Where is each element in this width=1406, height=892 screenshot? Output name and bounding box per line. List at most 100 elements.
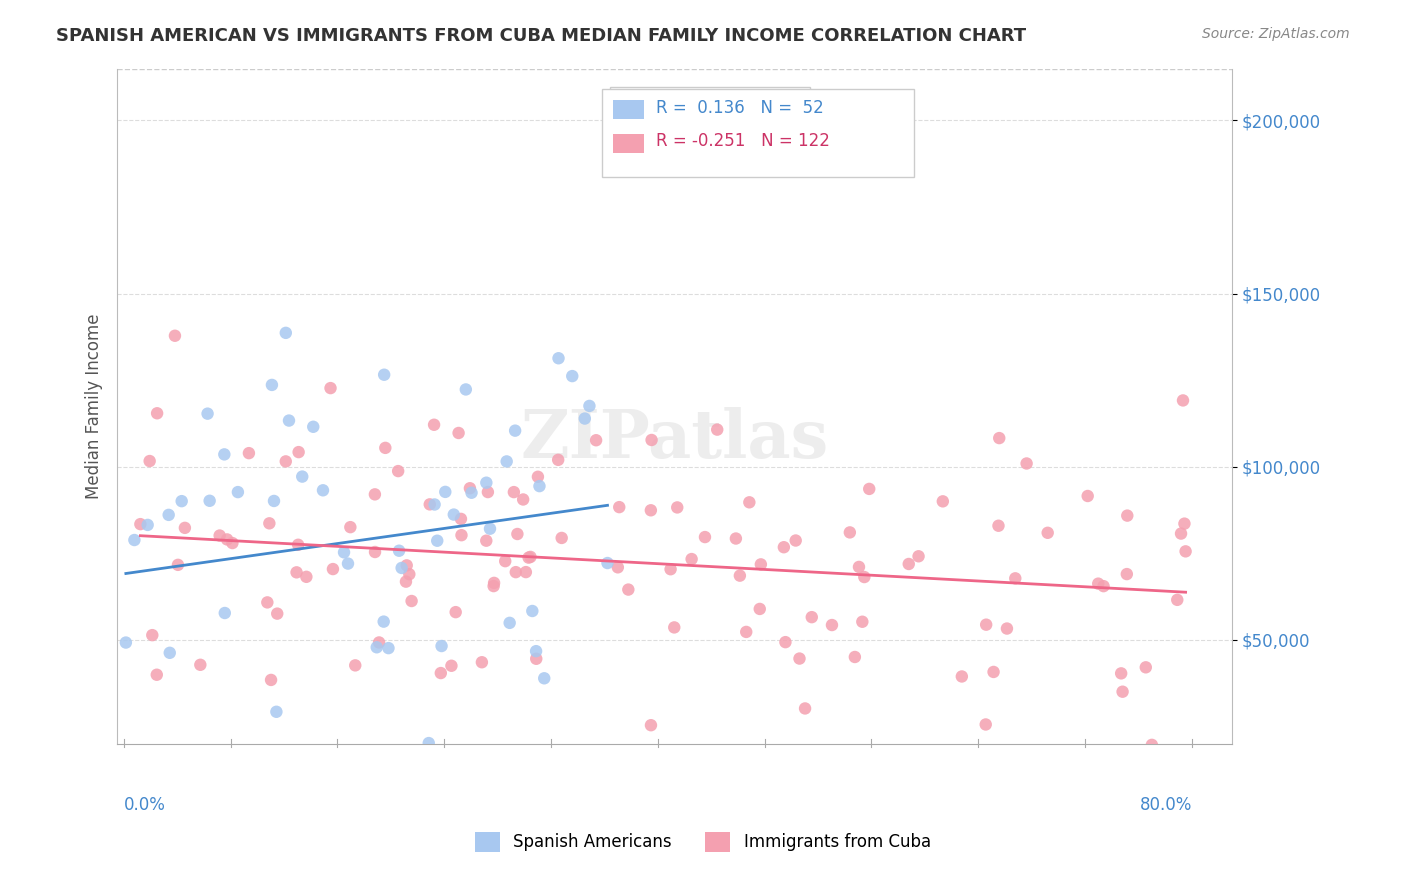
Point (498, 615, 520, 630)
Point (373, 615, 395, 629)
Point (319, 381, 342, 395)
Point (519, 549, 541, 564)
Point (907, 549, 929, 564)
Point (418, 736, 440, 750)
Point (208, 528, 231, 542)
Point (517, 550, 540, 565)
Point (503, 424, 526, 438)
Point (640, 718, 662, 732)
Point (1116, 508, 1139, 523)
Point (447, 425, 470, 440)
Point (458, 481, 481, 495)
Text: R =  0.136   N =  52: R = 0.136 N = 52 (655, 99, 824, 117)
Point (260, 378, 283, 392)
Point (574, 411, 596, 425)
Point (492, 756, 515, 771)
Point (260, 673, 283, 687)
Point (983, 665, 1005, 679)
Point (547, 351, 569, 366)
Text: 80.0%: 80.0% (1139, 796, 1192, 814)
Point (115, 635, 138, 649)
Point (364, 487, 387, 501)
Point (494, 554, 516, 568)
Point (1036, 525, 1059, 540)
Bar (613, 134, 644, 153)
Point (728, 568, 751, 582)
Point (401, 594, 423, 608)
Point (482, 575, 505, 590)
Point (706, 423, 728, 437)
Point (522, 604, 544, 618)
Point (529, 479, 551, 493)
Point (170, 494, 193, 508)
Point (844, 650, 866, 665)
Point (794, 701, 817, 715)
Point (163, 328, 186, 343)
Point (1109, 666, 1132, 681)
Point (506, 527, 529, 541)
Legend: Spanish Americans, Immigrants from Cuba: Spanish Americans, Immigrants from Cuba (470, 827, 936, 857)
Point (475, 475, 498, 490)
Point (748, 602, 770, 616)
Point (974, 617, 997, 632)
Text: R = -0.251   N = 122: R = -0.251 N = 122 (655, 132, 830, 151)
Point (988, 431, 1011, 445)
Point (858, 482, 880, 496)
Point (724, 532, 747, 546)
Point (419, 497, 441, 511)
Point (278, 413, 301, 427)
FancyBboxPatch shape (602, 89, 914, 177)
Point (749, 558, 772, 572)
Point (136, 517, 159, 532)
Point (214, 606, 236, 620)
Point (550, 531, 572, 545)
Point (502, 485, 524, 500)
Point (995, 622, 1018, 636)
Point (391, 561, 413, 575)
Point (1004, 571, 1026, 585)
Point (478, 522, 501, 536)
Point (423, 417, 446, 432)
Point (1111, 684, 1133, 698)
Point (444, 605, 467, 619)
Point (1115, 567, 1137, 582)
Point (659, 562, 682, 576)
Point (263, 494, 285, 508)
Point (312, 483, 335, 498)
Point (789, 651, 811, 665)
Point (287, 538, 309, 552)
Point (364, 545, 387, 559)
Point (157, 508, 180, 522)
Point (430, 639, 453, 653)
Point (578, 399, 600, 413)
Point (256, 595, 278, 609)
Point (1087, 576, 1109, 591)
Point (274, 326, 297, 340)
Point (1170, 526, 1192, 541)
Point (482, 579, 505, 593)
Point (274, 454, 297, 468)
Point (184, 875, 207, 889)
Point (932, 494, 955, 508)
Point (450, 512, 472, 526)
Point (617, 582, 640, 597)
Point (785, 533, 807, 548)
Point (146, 406, 169, 420)
Point (337, 557, 360, 571)
Point (585, 434, 607, 448)
Point (606, 560, 628, 574)
Point (129, 517, 152, 532)
Point (738, 495, 761, 509)
Point (443, 508, 465, 522)
Point (1015, 457, 1038, 471)
Point (423, 498, 446, 512)
Point (373, 368, 395, 382)
Point (146, 667, 169, 681)
Point (398, 567, 420, 582)
Point (426, 533, 449, 548)
Point (287, 445, 309, 459)
Point (388, 543, 411, 558)
Point (173, 521, 195, 535)
Point (1171, 393, 1194, 408)
Point (681, 552, 703, 566)
